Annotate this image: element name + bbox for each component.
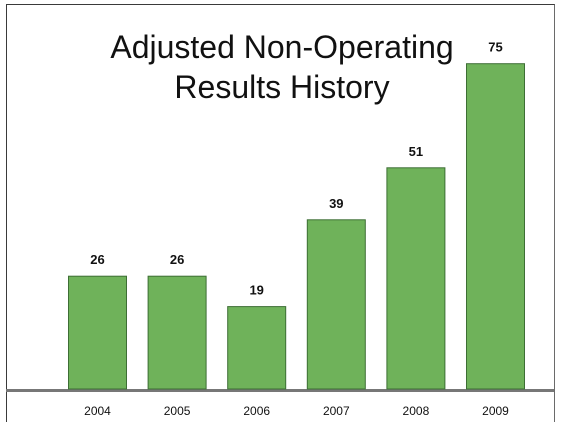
x-tick-label-2005: 2005 — [164, 404, 191, 418]
data-label-2008: 51 — [409, 144, 423, 159]
x-tick-label-2007: 2007 — [323, 404, 350, 418]
bar-2006 — [227, 306, 287, 390]
chart-title-line-2: Results History — [174, 69, 390, 105]
data-label-2007: 39 — [329, 196, 343, 211]
chart-title-line-1: Adjusted Non-Operating — [110, 29, 454, 65]
x-tick-label-2004: 2004 — [84, 404, 111, 418]
x-tick-label-2009: 2009 — [482, 404, 509, 418]
x-tick-label-2008: 2008 — [403, 404, 430, 418]
bar-2009 — [466, 63, 525, 390]
bar-2004 — [68, 275, 127, 390]
bar-2005 — [147, 275, 207, 390]
bar-2008 — [386, 167, 446, 390]
chart-frame — [6, 4, 555, 422]
data-label-2009: 75 — [488, 40, 502, 55]
data-label-2005: 26 — [170, 252, 184, 267]
data-label-2006: 19 — [249, 283, 263, 298]
bar-2007 — [306, 219, 366, 390]
data-label-2004: 26 — [90, 252, 104, 267]
x-axis-baseline — [6, 389, 554, 392]
x-tick-label-2006: 2006 — [243, 404, 270, 418]
